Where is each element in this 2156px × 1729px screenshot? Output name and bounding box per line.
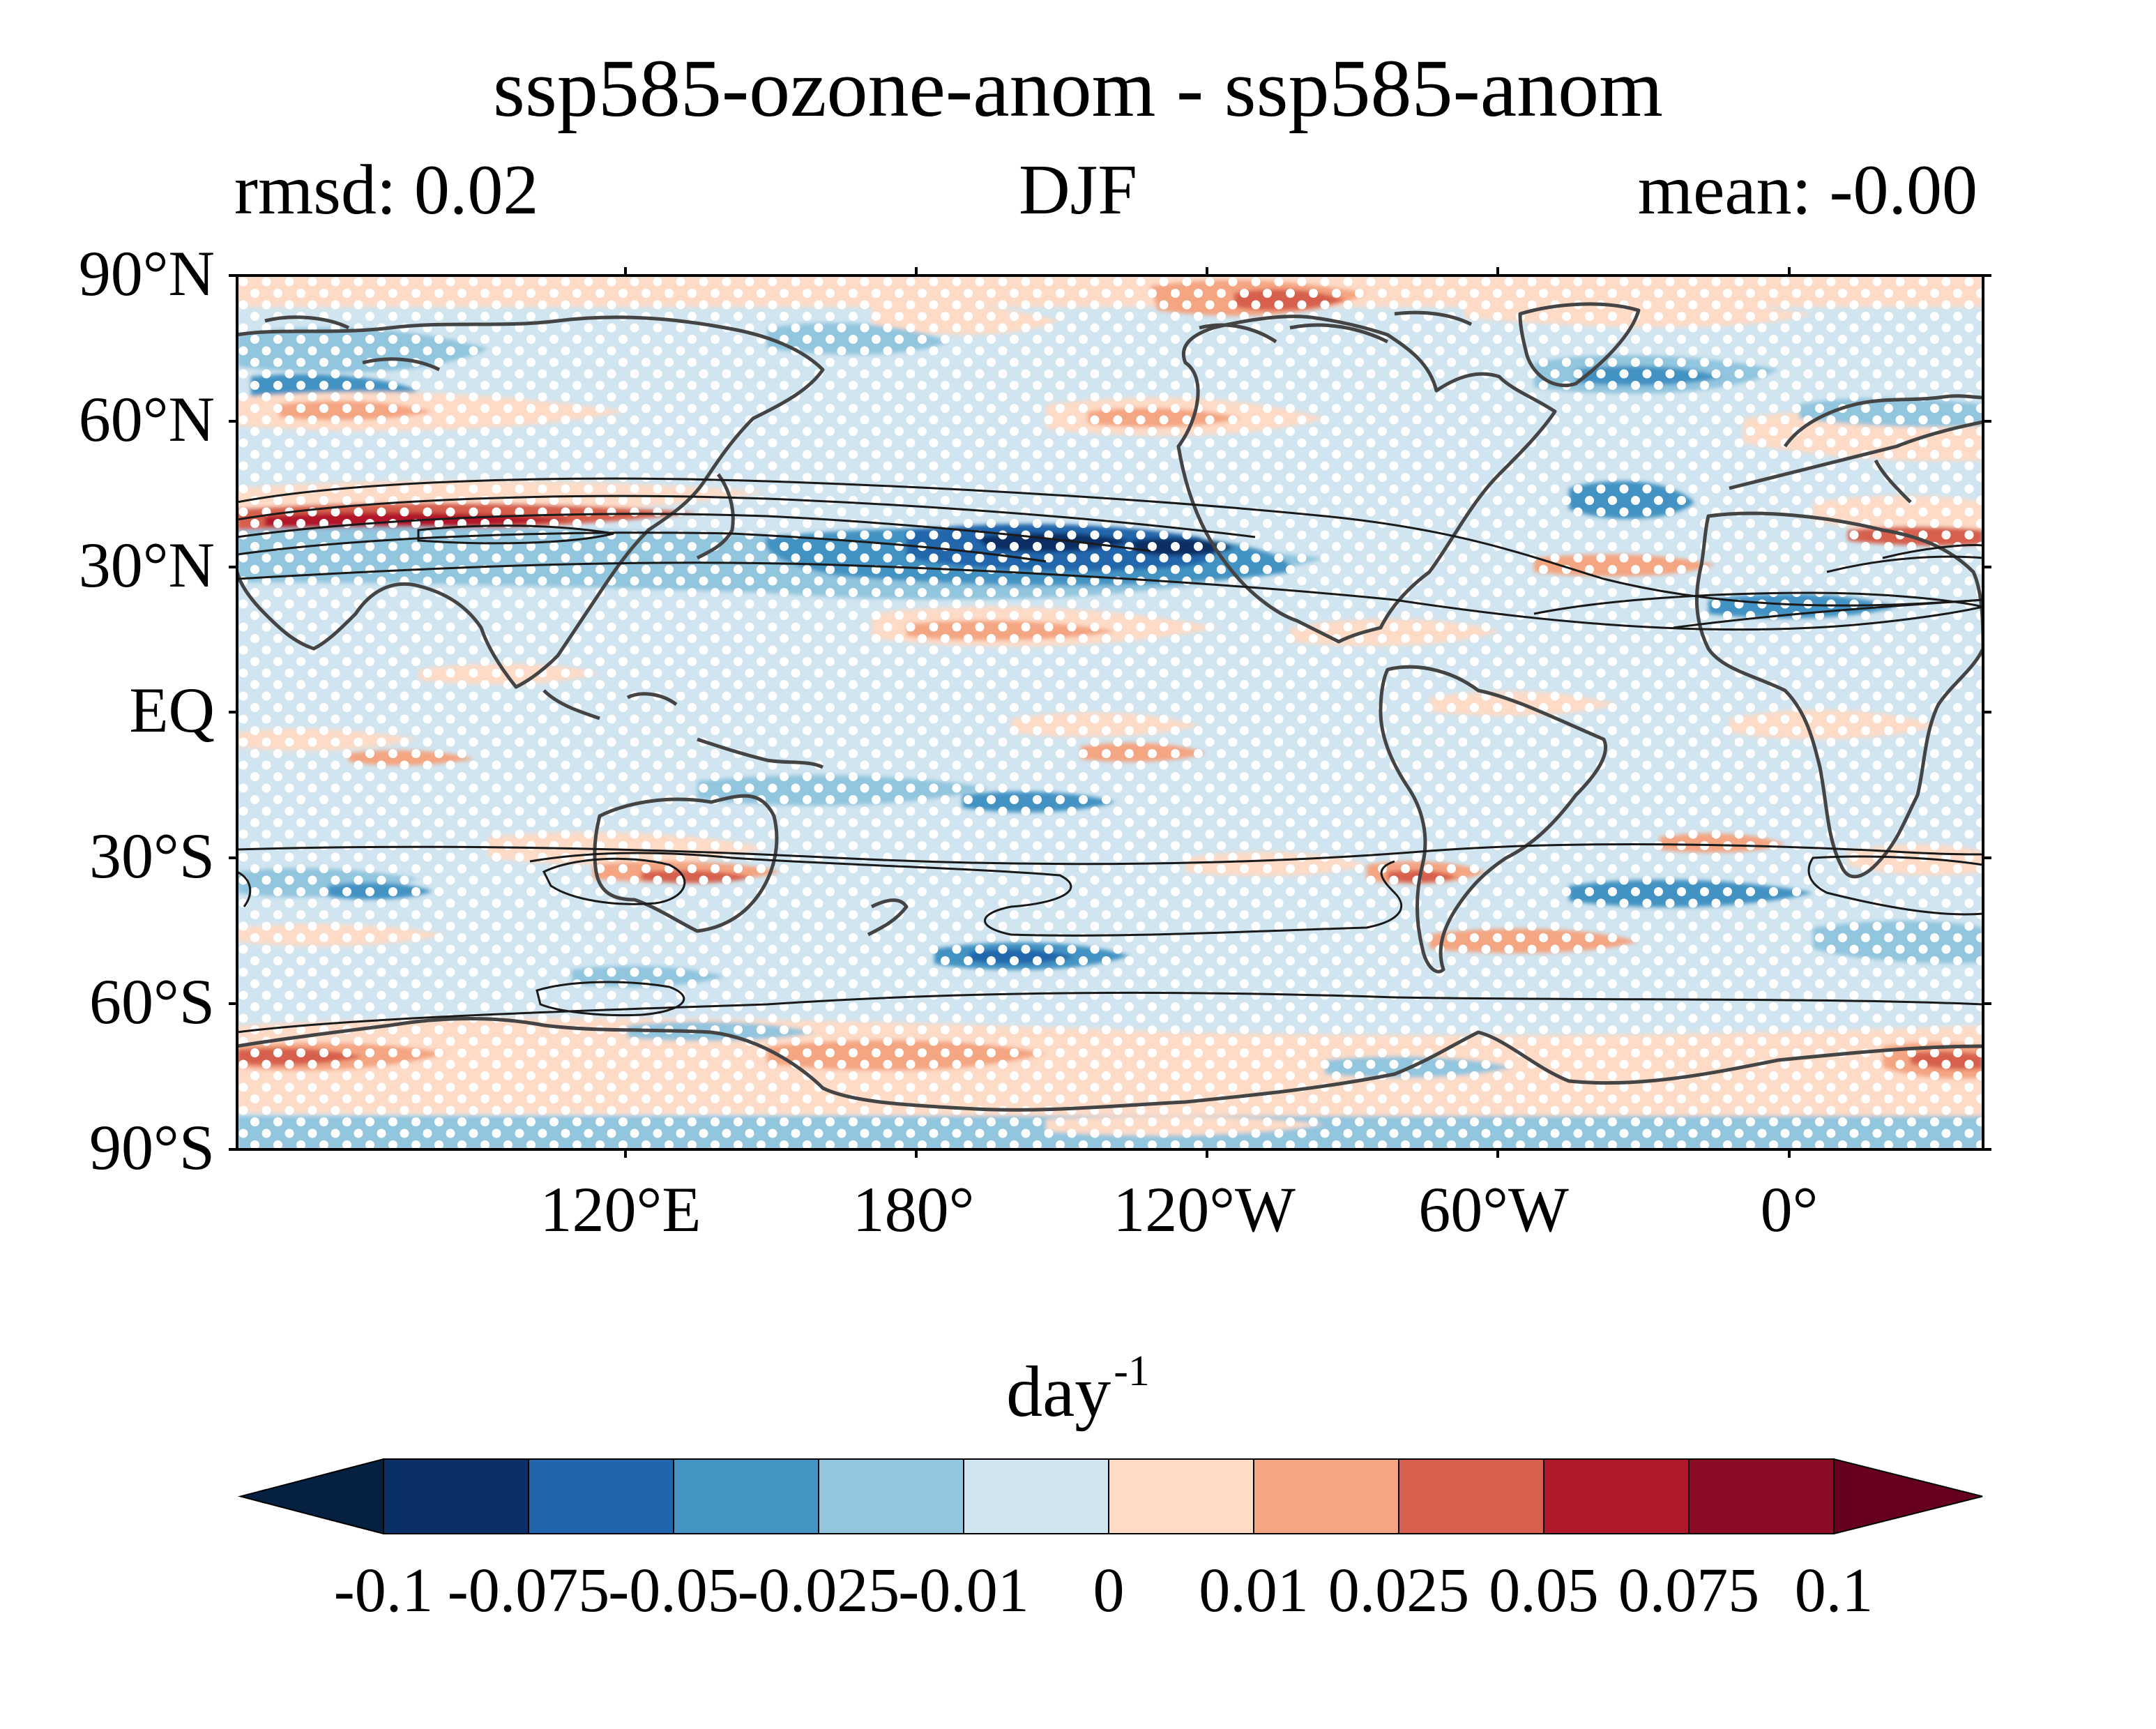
rmsd-label: rmsd: 0.02	[234, 151, 539, 229]
colorbar-segment	[383, 1458, 529, 1534]
coastline-antarctica	[237, 1017, 1983, 1112]
coastline-greenland	[1518, 302, 1641, 388]
contour-line	[237, 991, 1983, 1034]
contour-line	[237, 477, 1983, 607]
lon-label: 0°	[1761, 1174, 1819, 1245]
contour-line	[237, 561, 1983, 631]
contour-line	[237, 531, 1047, 563]
coastline-maritime	[542, 689, 824, 769]
contour-line	[1673, 598, 1983, 629]
climatology-contours	[237, 477, 1983, 1034]
coastline-asia	[237, 315, 825, 689]
units-exponent: -1	[1114, 1347, 1150, 1395]
contour-line	[237, 870, 252, 907]
colorbar-segment	[1253, 1458, 1399, 1534]
lat-label: 60°N	[79, 384, 215, 455]
lat-label: EQ	[129, 674, 215, 746]
lon-label: 120°W	[1113, 1174, 1296, 1245]
coastline-new-zealand	[867, 898, 909, 937]
colorbar-segment	[1543, 1458, 1690, 1534]
units-base: day	[1006, 1352, 1111, 1432]
colorbar-tick-label: -0.025	[738, 1556, 899, 1625]
axis-ticks	[229, 267, 1991, 1158]
colorbar-tick-label: -0.05	[608, 1556, 738, 1625]
contour-line	[1533, 591, 1983, 615]
colorbar-tick-label: 0	[1093, 1556, 1125, 1625]
lat-label: 30°S	[89, 820, 215, 891]
colorbar-segment	[818, 1458, 964, 1534]
lon-label: 120°E	[540, 1174, 701, 1245]
lat-label: 30°N	[79, 529, 215, 601]
colorbar-tick-label: 0.1	[1795, 1556, 1874, 1625]
coastline-north-america	[1176, 315, 1557, 644]
contour-line	[536, 981, 685, 1017]
contour-line	[1882, 544, 1983, 559]
lon-label: 60°W	[1418, 1174, 1569, 1245]
mean-label: mean: -0.00	[1637, 151, 1977, 229]
lon-label: 180°	[853, 1174, 975, 1245]
contour-line	[237, 494, 1256, 538]
map-title: ssp585-ozone-anom - ssp585-anom	[493, 43, 1663, 134]
colorbar-units: day-1	[0, 1350, 2156, 1428]
colorbar-tick-label: 0.075	[1618, 1556, 1760, 1625]
contour-line	[1807, 855, 1983, 916]
colorbar-tick-label: 0.01	[1199, 1556, 1309, 1625]
contour-line	[529, 852, 1402, 937]
contour-line	[417, 524, 614, 545]
colorbar-segment	[528, 1458, 674, 1534]
colorbar-tick-label: -0.1	[334, 1556, 433, 1625]
map-panel: 90°N 60°N 30°N EQ 30°S 60°S 90°S 120°E 1…	[79, 238, 1991, 1245]
contour-line	[1826, 555, 1983, 573]
colorbar-tick-label: 0.025	[1328, 1556, 1470, 1625]
colorbar-segment	[1108, 1458, 1254, 1534]
contour-line	[542, 857, 686, 905]
latitude-labels: 90°N 60°N 30°N EQ 30°S 60°S 90°S	[79, 238, 215, 1183]
coastline-south-america	[1379, 665, 1608, 974]
colorbar-segment	[963, 1458, 1109, 1534]
significance-stippling	[237, 275, 1983, 1149]
colorbar-segment	[1398, 1458, 1544, 1534]
colorbar-tick-label: 0.05	[1489, 1556, 1599, 1625]
coastline-europe	[1729, 394, 1983, 504]
coastline-australia	[593, 794, 779, 933]
longitude-labels: 120°E 180° 120°W 60°W 0°	[540, 1174, 1819, 1245]
colorbar-segment	[673, 1458, 819, 1534]
colorbar-tick-label: -0.01	[898, 1556, 1028, 1625]
colorbar-extend-low	[238, 1458, 384, 1535]
coastline-arctic-islands	[264, 310, 1473, 372]
colorbar-extend-high	[1833, 1458, 1983, 1535]
lat-label: 90°S	[89, 1112, 215, 1183]
season-label: DJF	[1018, 151, 1138, 229]
lat-label: 90°N	[79, 238, 215, 309]
lat-label: 60°S	[89, 966, 215, 1037]
colorbar-tick-label: -0.075	[448, 1556, 609, 1625]
colorbar: -0.1 -0.075-0.05-0.025-0.01 0 0.01 0.025 0.05…	[238, 1458, 1983, 1625]
contour-line	[237, 513, 1151, 552]
coastline-japan	[696, 473, 735, 560]
contour-line	[237, 843, 1983, 866]
colorbar-segment	[1688, 1458, 1835, 1534]
coastlines	[237, 302, 1983, 1112]
